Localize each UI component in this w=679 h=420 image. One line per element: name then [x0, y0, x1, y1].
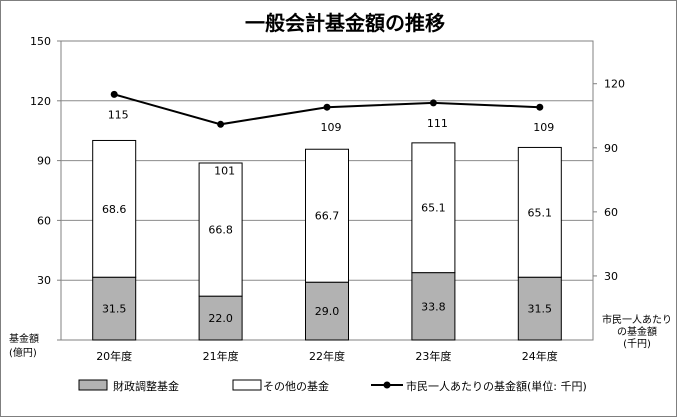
- bar-reserve-fund-label: 31.5: [528, 303, 553, 316]
- left-axis-label: (億円): [9, 346, 37, 359]
- right-tick-label: 30: [604, 270, 618, 283]
- left-tick-label: 60: [37, 214, 51, 227]
- per-capita-point: [536, 103, 544, 111]
- per-capita-label: 109: [533, 121, 554, 134]
- right-tick-label: 60: [604, 206, 618, 219]
- left-tick-label: 120: [30, 95, 51, 108]
- per-capita-point: [323, 103, 331, 111]
- bar-reserve-fund: [517, 276, 562, 341]
- per-capita-label: 111: [427, 117, 448, 130]
- bar-other-funds-label: 65.1: [421, 202, 446, 215]
- bar-reserve-fund-label: 29.0: [315, 305, 340, 318]
- legend-label-per-capita: 市民一人あたりの基金額(単位: 千円): [406, 379, 587, 393]
- legend-marker-per-capita: [383, 381, 391, 389]
- legend-label-other: その他の基金: [263, 379, 329, 393]
- bar-reserve-fund: [411, 272, 456, 341]
- category-label: 23年度: [415, 349, 451, 363]
- right-axis-label: 市民一人あたり: [602, 313, 672, 326]
- left-tick-label: 30: [37, 274, 51, 287]
- bar-other-funds: [411, 142, 456, 274]
- bar-reserve-fund-label: 33.8: [421, 300, 446, 313]
- category-label: 24年度: [522, 349, 558, 363]
- category-label: 21年度: [203, 349, 239, 363]
- right-axis-label: の基金額: [617, 325, 657, 338]
- left-tick-label: 150: [30, 35, 51, 48]
- bar-reserve-fund: [198, 295, 243, 341]
- legend-swatch-reserve: [78, 379, 108, 391]
- category-label: 20年度: [96, 349, 132, 363]
- per-capita-point: [429, 99, 437, 107]
- bar-other-funds: [305, 148, 349, 283]
- bar-reserve-fund-label: 31.5: [102, 303, 127, 316]
- per-capita-point: [217, 120, 225, 128]
- bar-other-funds: [517, 146, 562, 278]
- bar-other-funds-label: 66.7: [315, 210, 340, 223]
- right-axis-label: (千円): [623, 338, 651, 350]
- legend-label-reserve: 財政調整基金: [113, 379, 179, 393]
- bar-other-funds-label: 68.6: [102, 203, 127, 216]
- per-capita-point: [110, 90, 118, 98]
- per-capita-label: 101: [214, 164, 235, 177]
- bar-other-funds: [198, 162, 243, 297]
- per-capita-label: 109: [321, 121, 342, 134]
- legend-swatch-other: [232, 379, 262, 391]
- bar-other-funds: [92, 139, 137, 278]
- bar-other-funds-label: 66.8: [208, 224, 233, 237]
- bar-reserve-fund: [92, 276, 137, 341]
- left-tick-label: 90: [37, 155, 51, 168]
- bar-other-funds-label: 65.1: [528, 206, 553, 219]
- chart-title: 一般会計基金額の推移: [245, 11, 445, 35]
- right-tick-label: 90: [604, 142, 618, 155]
- category-label: 22年度: [309, 349, 345, 363]
- left-axis-label: 基金額: [9, 332, 39, 345]
- bar-reserve-fund: [305, 281, 349, 341]
- bar-reserve-fund-label: 22.0: [208, 312, 233, 325]
- right-tick-label: 120: [604, 78, 625, 91]
- per-capita-label: 115: [108, 108, 129, 121]
